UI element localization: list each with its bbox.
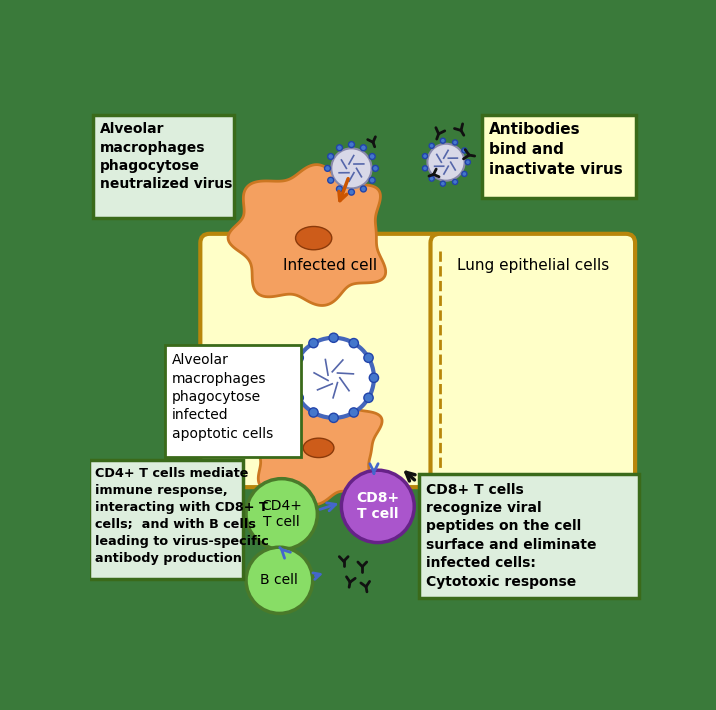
Polygon shape: [228, 165, 386, 305]
Circle shape: [349, 408, 359, 417]
FancyBboxPatch shape: [483, 115, 636, 198]
Text: CD4+ T cells mediate
immune response,
interacting with CD8+ T
cells;  and with B: CD4+ T cells mediate immune response, in…: [95, 467, 268, 565]
Ellipse shape: [296, 226, 332, 250]
Circle shape: [294, 338, 374, 418]
FancyBboxPatch shape: [89, 460, 243, 579]
FancyBboxPatch shape: [165, 344, 301, 457]
Text: Lung epithelial cells: Lung epithelial cells: [457, 258, 609, 273]
Circle shape: [440, 181, 445, 186]
Circle shape: [342, 470, 415, 542]
Circle shape: [309, 408, 318, 417]
FancyBboxPatch shape: [419, 474, 639, 598]
Circle shape: [328, 153, 334, 160]
Circle shape: [360, 186, 367, 192]
Circle shape: [246, 547, 313, 613]
Text: CD8+ T cells
recognize viral
peptides on the cell
surface and eliminate
infected: CD8+ T cells recognize viral peptides on…: [426, 483, 596, 589]
Circle shape: [332, 148, 372, 188]
Circle shape: [422, 165, 427, 171]
Circle shape: [372, 165, 378, 171]
Circle shape: [429, 143, 434, 148]
Circle shape: [462, 148, 467, 153]
Circle shape: [453, 180, 458, 185]
Circle shape: [453, 140, 458, 145]
Circle shape: [294, 393, 304, 403]
Text: Antibodies
bind and
inactivate virus: Antibodies bind and inactivate virus: [490, 122, 623, 177]
Circle shape: [427, 143, 465, 180]
Circle shape: [465, 160, 470, 165]
Text: CD4+
T cell: CD4+ T cell: [261, 499, 302, 529]
Circle shape: [364, 353, 373, 362]
Circle shape: [289, 373, 298, 383]
Text: CD8+
T cell: CD8+ T cell: [357, 491, 400, 521]
Circle shape: [369, 178, 375, 183]
Circle shape: [309, 339, 318, 348]
Circle shape: [349, 339, 359, 348]
Circle shape: [337, 145, 342, 151]
Text: Alveolar
macrophages
phagocytose
infected
apoptotic cells: Alveolar macrophages phagocytose infecte…: [172, 353, 273, 441]
Circle shape: [349, 189, 354, 195]
Circle shape: [369, 373, 379, 383]
Polygon shape: [247, 388, 382, 505]
Circle shape: [440, 138, 445, 143]
Circle shape: [429, 176, 434, 181]
FancyBboxPatch shape: [430, 234, 635, 487]
Circle shape: [324, 165, 331, 171]
Circle shape: [329, 333, 338, 342]
Circle shape: [294, 353, 304, 362]
FancyBboxPatch shape: [93, 115, 233, 219]
Circle shape: [422, 153, 427, 158]
Circle shape: [369, 153, 375, 160]
Circle shape: [328, 178, 334, 183]
Circle shape: [462, 171, 467, 177]
Circle shape: [360, 145, 367, 151]
Text: Infected cell: Infected cell: [283, 258, 377, 273]
Circle shape: [246, 479, 317, 550]
FancyBboxPatch shape: [200, 234, 448, 487]
Circle shape: [349, 141, 354, 148]
Text: Alveolar
macrophages
phagocytose
neutralized virus: Alveolar macrophages phagocytose neutral…: [100, 122, 233, 192]
Text: B cell: B cell: [261, 573, 299, 587]
Circle shape: [329, 413, 338, 422]
Ellipse shape: [304, 438, 334, 457]
Circle shape: [364, 393, 373, 403]
Circle shape: [337, 186, 342, 192]
